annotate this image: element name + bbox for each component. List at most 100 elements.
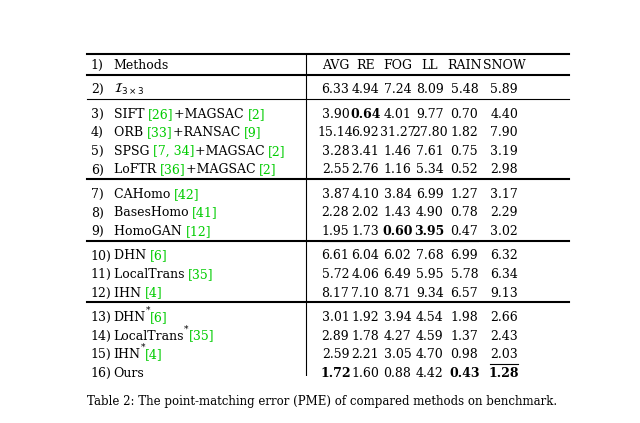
Text: 13): 13)	[91, 311, 112, 324]
Text: 6): 6)	[91, 163, 104, 176]
Text: 6.99: 6.99	[416, 188, 444, 201]
Text: 1.92: 1.92	[351, 311, 379, 324]
Text: IHN: IHN	[114, 287, 145, 299]
Text: 6.02: 6.02	[383, 250, 412, 262]
Text: +MAGSAC: +MAGSAC	[174, 108, 248, 121]
Text: LocalTrans: LocalTrans	[114, 268, 188, 281]
Text: 0.98: 0.98	[451, 348, 478, 361]
Text: 12): 12)	[91, 287, 111, 299]
Text: 2.29: 2.29	[490, 206, 518, 220]
Text: 4): 4)	[91, 126, 104, 139]
Text: 31.27: 31.27	[380, 126, 415, 139]
Text: 1.60: 1.60	[351, 367, 379, 380]
Text: [6]: [6]	[150, 311, 168, 324]
Text: [35]: [35]	[188, 268, 214, 281]
Text: 3.95: 3.95	[415, 225, 445, 238]
Text: RE: RE	[356, 59, 374, 72]
Text: 3.17: 3.17	[490, 188, 518, 201]
Text: SPSG: SPSG	[114, 145, 153, 158]
Text: 7): 7)	[91, 188, 104, 201]
Text: 3.41: 3.41	[351, 145, 379, 158]
Text: 6.34: 6.34	[490, 268, 518, 281]
Text: 0.88: 0.88	[383, 367, 412, 380]
Text: 8.09: 8.09	[416, 83, 444, 96]
Text: [2]: [2]	[248, 108, 265, 121]
Text: 2.59: 2.59	[322, 348, 349, 361]
Text: 2.66: 2.66	[490, 311, 518, 324]
Text: 0.47: 0.47	[451, 225, 478, 238]
Text: 11): 11)	[91, 268, 112, 281]
Text: LL: LL	[421, 59, 438, 72]
Text: 4.54: 4.54	[416, 311, 444, 324]
Text: FOG: FOG	[383, 59, 412, 72]
Text: 6.92: 6.92	[351, 126, 379, 139]
Text: [2]: [2]	[259, 163, 277, 176]
Text: 1.95: 1.95	[322, 225, 349, 238]
Text: +MAGSAC: +MAGSAC	[195, 145, 268, 158]
Text: 0.52: 0.52	[451, 163, 478, 176]
Text: 2): 2)	[91, 83, 104, 96]
Text: 2.28: 2.28	[322, 206, 349, 220]
Text: BasesHomo: BasesHomo	[114, 206, 193, 220]
Text: 0.75: 0.75	[451, 145, 478, 158]
Text: 27.80: 27.80	[412, 126, 447, 139]
Text: AVG: AVG	[322, 59, 349, 72]
Text: 3.84: 3.84	[383, 188, 412, 201]
Text: 5.95: 5.95	[416, 268, 444, 281]
Text: [42]: [42]	[174, 188, 200, 201]
Text: 3.05: 3.05	[383, 348, 412, 361]
Text: 1.98: 1.98	[451, 311, 478, 324]
Text: 4.59: 4.59	[416, 330, 444, 343]
Text: 15): 15)	[91, 348, 111, 361]
Text: [6]: [6]	[150, 250, 168, 262]
Text: 7.10: 7.10	[351, 287, 379, 299]
Text: [7, 34]: [7, 34]	[153, 145, 195, 158]
Text: 0.70: 0.70	[451, 108, 478, 121]
Text: 1.73: 1.73	[351, 225, 379, 238]
Text: +RANSAC: +RANSAC	[173, 126, 244, 139]
Text: *: *	[146, 306, 150, 315]
Text: 2.55: 2.55	[322, 163, 349, 176]
Text: 3.28: 3.28	[321, 145, 349, 158]
Text: 1.37: 1.37	[451, 330, 478, 343]
Text: 5.48: 5.48	[451, 83, 478, 96]
Text: 4.06: 4.06	[351, 268, 379, 281]
Text: 15.14: 15.14	[317, 126, 353, 139]
Text: [9]: [9]	[244, 126, 262, 139]
Text: 1.28: 1.28	[489, 367, 519, 380]
Text: [12]: [12]	[186, 225, 211, 238]
Text: 0.43: 0.43	[449, 367, 479, 380]
Text: Methods: Methods	[114, 59, 169, 72]
Text: 4.70: 4.70	[416, 348, 444, 361]
Text: Table 2: The point-matching error (PME) of compared methods on benchmark.: Table 2: The point-matching error (PME) …	[88, 395, 557, 408]
Text: 3.87: 3.87	[321, 188, 349, 201]
Text: IHN: IHN	[114, 348, 141, 361]
Text: *: *	[184, 324, 189, 333]
Text: CAHomo: CAHomo	[114, 188, 174, 201]
Text: 6.32: 6.32	[490, 250, 518, 262]
Text: 0.64: 0.64	[350, 108, 380, 121]
Text: 2.98: 2.98	[490, 163, 518, 176]
Text: RAIN: RAIN	[447, 59, 482, 72]
Text: 1.43: 1.43	[383, 206, 412, 220]
Text: 2.43: 2.43	[490, 330, 518, 343]
Text: 6.57: 6.57	[451, 287, 478, 299]
Text: 2.03: 2.03	[490, 348, 518, 361]
Text: 6.99: 6.99	[451, 250, 478, 262]
Text: +MAGSAC: +MAGSAC	[186, 163, 259, 176]
Text: ORB: ORB	[114, 126, 147, 139]
Text: HomoGAN: HomoGAN	[114, 225, 186, 238]
Text: [4]: [4]	[145, 348, 163, 361]
Text: 10): 10)	[91, 250, 112, 262]
Text: 6.49: 6.49	[383, 268, 412, 281]
Text: 0.60: 0.60	[382, 225, 413, 238]
Text: [4]: [4]	[145, 287, 163, 299]
Text: 2.02: 2.02	[351, 206, 379, 220]
Text: 5.78: 5.78	[451, 268, 478, 281]
Text: 5.72: 5.72	[322, 268, 349, 281]
Text: $\mathcal{I}_{3\times3}$: $\mathcal{I}_{3\times3}$	[114, 82, 144, 97]
Text: 8): 8)	[91, 206, 104, 220]
Text: SNOW: SNOW	[483, 59, 525, 72]
Text: 7.68: 7.68	[416, 250, 444, 262]
Text: 16): 16)	[91, 367, 112, 380]
